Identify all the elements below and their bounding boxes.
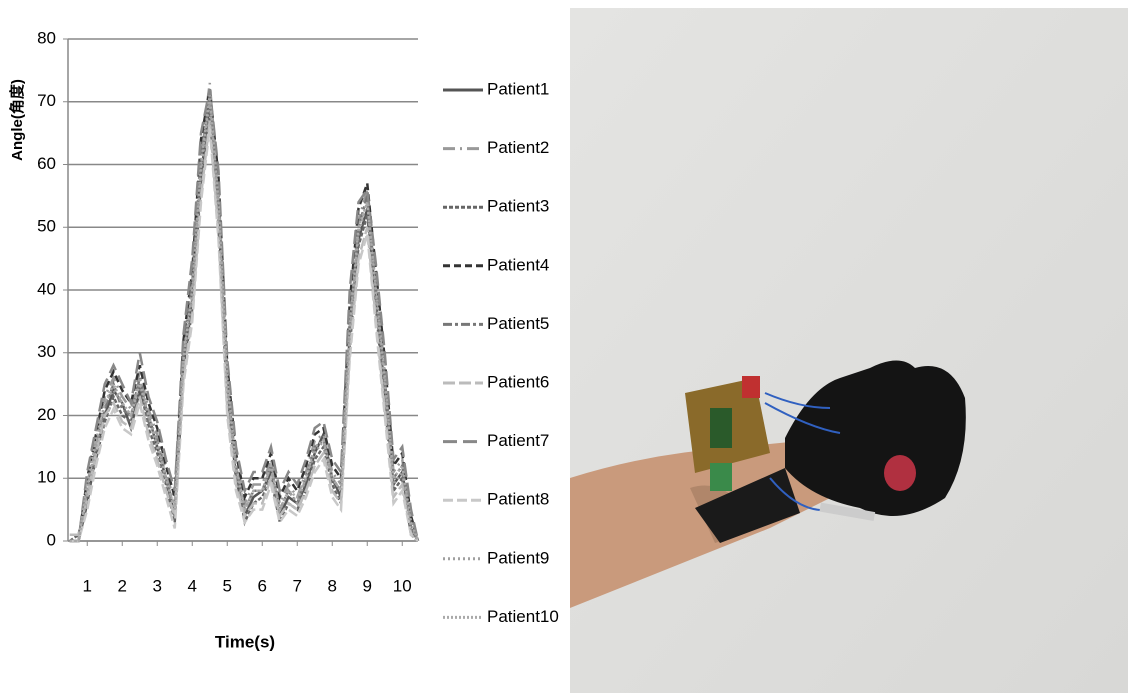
ball: [884, 455, 916, 491]
x-tick-label: 7: [293, 576, 302, 595]
series-line: [70, 95, 418, 541]
photo: [570, 8, 1128, 693]
series-line: [70, 83, 418, 541]
x-tick-label: 2: [118, 576, 127, 595]
series-line: [70, 95, 418, 541]
legend-label: Patient9: [487, 548, 549, 567]
y-tick-label: 70: [37, 91, 56, 110]
x-tick-label: 1: [83, 576, 92, 595]
y-tick-label: 50: [37, 217, 56, 236]
y-tick-label: 20: [37, 405, 56, 424]
legend-label: Patient10: [487, 607, 559, 626]
legend-label: Patient3: [487, 197, 549, 216]
legend-label: Patient8: [487, 490, 549, 509]
legend-label: Patient2: [487, 138, 549, 157]
x-tick-label: 4: [188, 576, 197, 595]
page: Angle(角度) Time(s) 0 10 20 30 40 50 60 70 80 1 2 3 4 5…: [0, 0, 1128, 693]
y-axis-label: Angle(角度): [8, 79, 26, 161]
y-tick-label: 10: [37, 468, 56, 487]
x-tick-label: 8: [328, 576, 337, 595]
x-axis-label: Time(s): [215, 632, 275, 651]
module: [710, 408, 732, 448]
module-2: [710, 463, 732, 491]
y-tick-label: 40: [37, 279, 56, 298]
x-tick-label: 10: [393, 576, 412, 595]
y-tick-label: 30: [37, 342, 56, 361]
wall: [570, 8, 1128, 693]
legend-label: Patient6: [487, 372, 549, 391]
x-tick-label: 6: [258, 576, 267, 595]
y-tick-label: 0: [47, 530, 56, 549]
series-line: [70, 102, 418, 541]
legend-label: Patient4: [487, 255, 549, 274]
legend-label: Patient5: [487, 314, 549, 333]
x-tick-label: 9: [363, 576, 372, 595]
legend-label: Patient7: [487, 431, 549, 450]
series-line: [70, 89, 418, 541]
sensor: [742, 376, 760, 398]
y-tick-label: 60: [37, 154, 56, 173]
x-tick-label: 3: [153, 576, 162, 595]
series-line: [70, 102, 418, 541]
x-tick-label: 5: [223, 576, 232, 595]
chart: Angle(角度) Time(s) 0 10 20 30 40 50 60 70 80 1 2 3 4 5…: [0, 0, 565, 693]
series-line: [70, 114, 418, 541]
legend-label: Patient1: [487, 79, 549, 98]
y-tick-label: 80: [37, 28, 56, 47]
series-line: [70, 89, 418, 541]
